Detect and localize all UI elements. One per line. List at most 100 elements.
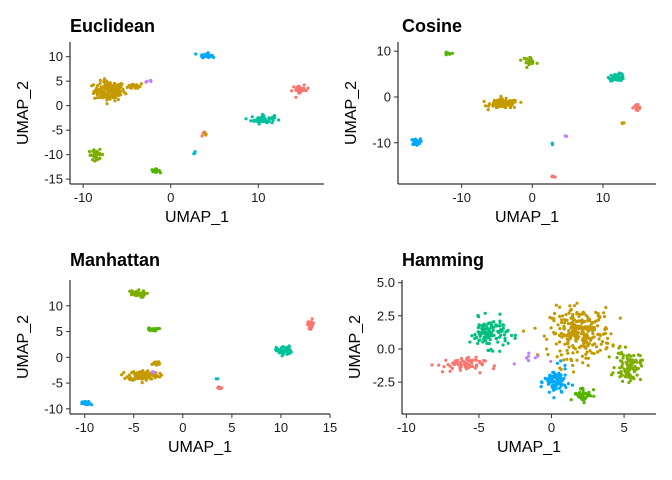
data-point	[463, 362, 467, 366]
y-tick-label: -10	[372, 135, 391, 150]
data-point	[262, 119, 267, 124]
data-point	[132, 292, 136, 296]
data-point	[448, 369, 452, 373]
data-point	[555, 382, 559, 386]
data-point	[448, 364, 452, 368]
data-point	[120, 373, 124, 377]
data-point	[524, 61, 528, 65]
data-point	[98, 78, 102, 82]
data-point	[554, 387, 558, 391]
x-tick-label: -5	[473, 420, 485, 435]
x-tick-label: 15	[323, 420, 337, 435]
data-point	[567, 311, 571, 315]
data-point	[553, 175, 557, 179]
data-point	[500, 329, 504, 333]
data-point	[495, 102, 500, 106]
data-point	[533, 356, 537, 360]
y-tick-label: -5	[51, 123, 63, 138]
y-tick-label: 5.0	[377, 275, 395, 290]
data-point	[146, 369, 150, 373]
data-point	[468, 340, 472, 344]
y-tick-label: -2.5	[373, 375, 395, 390]
x-tick-label: 0	[167, 190, 174, 205]
data-point	[153, 370, 157, 374]
data-point	[584, 356, 588, 360]
data-point	[458, 366, 462, 370]
data-point	[98, 82, 102, 86]
data-point	[87, 149, 92, 154]
data-point	[559, 359, 563, 363]
data-point	[635, 360, 639, 364]
data-point	[609, 373, 614, 377]
data-point	[600, 340, 605, 344]
data-point	[95, 150, 99, 154]
data-point	[547, 390, 551, 394]
data-point	[570, 331, 574, 335]
data-point	[501, 343, 505, 347]
data-point	[308, 321, 312, 325]
data-point	[549, 326, 553, 330]
data-point	[572, 304, 577, 308]
data-point	[91, 158, 95, 162]
data-point	[483, 311, 487, 315]
data-point	[611, 344, 615, 348]
data-point	[623, 375, 627, 379]
data-point	[572, 346, 576, 350]
data-point	[640, 364, 644, 368]
panel-manhattan: Manhattan -10 -5 0 5 10 15 -10 -5 0 5 10 UMAP_1 UM…	[15, 250, 337, 456]
data-point	[513, 333, 518, 337]
y-tick-label: 10	[377, 44, 391, 59]
data-point	[558, 349, 562, 353]
data-point	[617, 346, 621, 350]
data-point	[488, 338, 492, 342]
data-point	[133, 376, 137, 380]
y-tick-label: 2.5	[377, 308, 395, 323]
data-point	[609, 73, 613, 77]
data-point	[257, 117, 261, 121]
data-point	[583, 340, 587, 344]
data-point	[602, 311, 606, 315]
data-point	[487, 348, 491, 353]
data-point	[465, 356, 469, 360]
data-point	[144, 378, 148, 382]
data-point	[519, 100, 523, 104]
data-point	[95, 96, 99, 100]
data-point	[498, 319, 502, 323]
data-point	[586, 363, 590, 368]
data-point	[525, 65, 529, 69]
x-tick-label: 0	[548, 420, 555, 435]
x-tick-label: 5	[620, 420, 627, 435]
data-point	[521, 329, 526, 333]
data-point	[550, 375, 554, 379]
data-point	[566, 340, 570, 344]
data-point	[512, 99, 517, 103]
data-point	[533, 326, 537, 330]
data-point	[139, 82, 143, 86]
data-point	[440, 370, 445, 374]
data-point	[280, 354, 284, 358]
data-point	[113, 99, 117, 103]
data-point	[590, 320, 594, 325]
data-point	[105, 79, 109, 83]
data-point	[155, 360, 159, 365]
data-point	[467, 363, 471, 367]
data-point	[577, 319, 581, 323]
data-point	[580, 354, 585, 358]
data-point	[548, 378, 552, 382]
y-tick-label: -10	[44, 147, 63, 162]
data-point	[590, 336, 595, 340]
data-point	[480, 362, 484, 366]
data-point	[535, 61, 539, 65]
data-point	[605, 346, 609, 350]
data-point	[580, 321, 584, 325]
data-point	[559, 353, 564, 357]
data-point	[119, 82, 123, 86]
data-point	[620, 76, 624, 80]
data-point	[458, 368, 462, 372]
x-axis-label: UMAP_1	[497, 439, 561, 456]
data-point	[297, 87, 301, 91]
data-point	[625, 361, 629, 366]
y-tick-label: 5	[56, 324, 63, 339]
data-point	[290, 89, 294, 93]
data-point	[503, 336, 507, 340]
